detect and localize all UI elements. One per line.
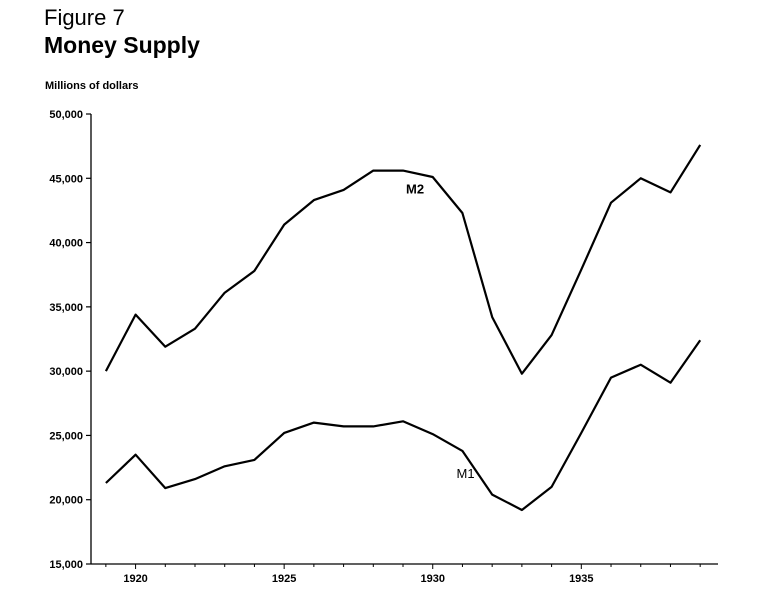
y-tick-label: 50,000 xyxy=(49,109,83,121)
y-tick-label: 35,000 xyxy=(49,302,83,314)
y-axis-unit-label: Millions of dollars xyxy=(45,80,139,92)
series-label-m2: M2 xyxy=(406,182,424,197)
x-tick-label: 1920 xyxy=(123,573,147,585)
x-tick-label: 1930 xyxy=(420,573,444,585)
series-line-m1 xyxy=(105,339,702,512)
series-label-m1: M1 xyxy=(457,466,475,481)
y-tick-label: 20,000 xyxy=(49,495,83,507)
series-line-m2 xyxy=(104,144,702,375)
chart-title: Money Supply xyxy=(44,32,200,58)
figure-label: Figure 7 xyxy=(44,5,125,30)
x-tick-label: 1925 xyxy=(272,573,296,585)
y-tick-label: 45,000 xyxy=(49,173,83,185)
y-tick-label: 25,000 xyxy=(49,430,83,442)
y-tick-label: 30,000 xyxy=(49,366,83,378)
x-tick-label: 1935 xyxy=(569,573,593,585)
y-tick-label: 40,000 xyxy=(49,238,83,250)
y-tick-label: 15,000 xyxy=(49,559,83,571)
